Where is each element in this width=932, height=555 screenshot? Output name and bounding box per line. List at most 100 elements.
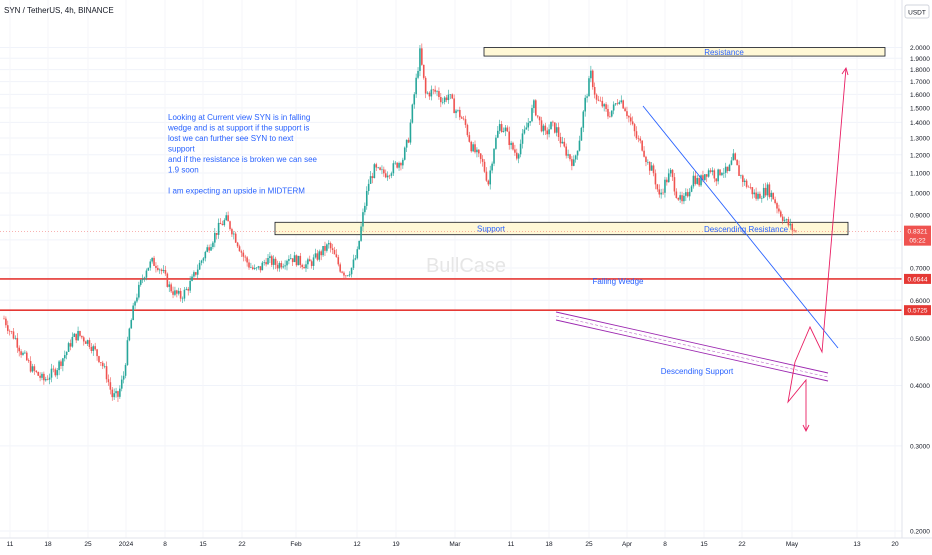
candle-body	[460, 117, 463, 119]
candle-body	[394, 162, 397, 164]
candle-body	[445, 97, 448, 101]
annotation-line: 1.9 soon	[168, 166, 199, 175]
candle-body	[447, 94, 450, 101]
candle-body	[745, 180, 748, 187]
candle-body	[280, 263, 283, 268]
time-tick-label: 25	[84, 541, 92, 548]
candle-body	[489, 170, 492, 185]
candle-body	[138, 284, 140, 298]
candle-body	[443, 97, 446, 103]
candle-body	[383, 169, 385, 174]
time-tick-label: Feb	[290, 541, 302, 548]
candle-body	[276, 264, 279, 269]
candle-body	[238, 246, 241, 252]
candle-body	[468, 135, 471, 142]
candle-body	[219, 222, 222, 224]
price-badges: 0.6644 0.5725 0.8321 05:22	[904, 225, 931, 316]
candle-body	[479, 153, 482, 159]
candle-body	[130, 320, 133, 329]
annotation-line: and if the resistance is broken we can s…	[168, 155, 318, 164]
candle-body	[141, 279, 144, 281]
candle-body	[742, 175, 744, 182]
candle-body	[214, 232, 216, 243]
candle-body	[603, 104, 605, 107]
candle-body	[400, 162, 402, 166]
candle-body	[240, 251, 243, 253]
candle-body	[719, 169, 721, 176]
candle-body	[440, 97, 442, 103]
candle-body	[58, 361, 60, 371]
candle-body	[381, 169, 383, 171]
candle-body	[441, 102, 444, 103]
annotation-note: Looking at Current view SYN is in fallin…	[167, 113, 318, 196]
candle-body	[612, 104, 615, 111]
projection-arrow-up-icon	[841, 66, 849, 76]
candle-body	[37, 371, 39, 376]
candle-body	[525, 127, 528, 130]
candle-body	[576, 150, 579, 156]
time-tick-label: 13	[853, 541, 861, 548]
candle-body	[717, 169, 719, 182]
descending-resistance-line	[642, 105, 839, 349]
candle-body	[329, 243, 332, 249]
candle-body	[681, 195, 683, 202]
projection-arrow-down-icon	[802, 424, 810, 433]
candle-body	[654, 173, 657, 185]
candle-body	[117, 391, 119, 397]
candle-body	[726, 166, 729, 171]
candle-body	[231, 229, 233, 235]
candle-body	[212, 242, 214, 247]
candle-body	[671, 169, 674, 178]
candle-body	[308, 259, 311, 262]
candle-body	[316, 253, 319, 260]
candle-body	[244, 256, 247, 258]
candle-body	[506, 127, 509, 132]
zone-resistance	[483, 47, 886, 57]
time-tick-label: 22	[738, 541, 746, 548]
price-badge-label: 0.6644	[908, 276, 928, 283]
candle-body	[179, 290, 182, 299]
candle-body	[157, 267, 159, 270]
candle-body	[356, 249, 359, 259]
candle-body	[44, 379, 47, 381]
candle-body	[390, 173, 393, 176]
candle-body	[421, 48, 423, 65]
time-axis[interactable]: 11 18 25 2024 8 15 22 Feb 12 19 Mar 11 18 25 Apr 8 15 22 M…	[0, 537, 932, 548]
candle-body	[29, 361, 32, 372]
candle-body	[301, 264, 303, 268]
candle-body	[698, 178, 700, 186]
candle-body	[574, 155, 577, 160]
candle-body	[679, 195, 681, 200]
candle-body	[255, 267, 258, 269]
candle-body	[667, 173, 670, 183]
candle-body	[345, 275, 347, 277]
candle-body	[614, 103, 617, 105]
candle-body	[770, 192, 773, 197]
candle-body	[534, 100, 537, 116]
candle-body	[711, 170, 714, 172]
drawings: Descending Resistance Falling Wedge Descen…	[555, 66, 849, 433]
candle-body	[187, 288, 190, 291]
candle-body	[686, 192, 689, 197]
candle-body	[202, 258, 205, 261]
annotation-line: lost we can further see SYN to next	[168, 134, 294, 143]
time-tick-label: 8	[663, 541, 667, 548]
candle-body	[177, 290, 180, 294]
candle-body	[160, 269, 163, 272]
candle-body	[100, 362, 102, 363]
candle-body	[307, 259, 309, 265]
candle-body	[478, 149, 480, 154]
candle-body	[79, 330, 81, 336]
price-tick-label: 1.8000	[910, 67, 930, 74]
currency-button[interactable]: USDT	[904, 4, 930, 19]
candle-body	[571, 159, 573, 166]
price-badge	[904, 305, 931, 316]
time-tick-label: 20	[891, 541, 899, 548]
candle-body	[493, 148, 495, 164]
candle-body	[185, 288, 188, 290]
candle-body	[516, 152, 518, 159]
candle-body	[128, 328, 131, 341]
price-tick-label: 1.5000	[910, 105, 930, 112]
candle-body	[700, 175, 702, 186]
